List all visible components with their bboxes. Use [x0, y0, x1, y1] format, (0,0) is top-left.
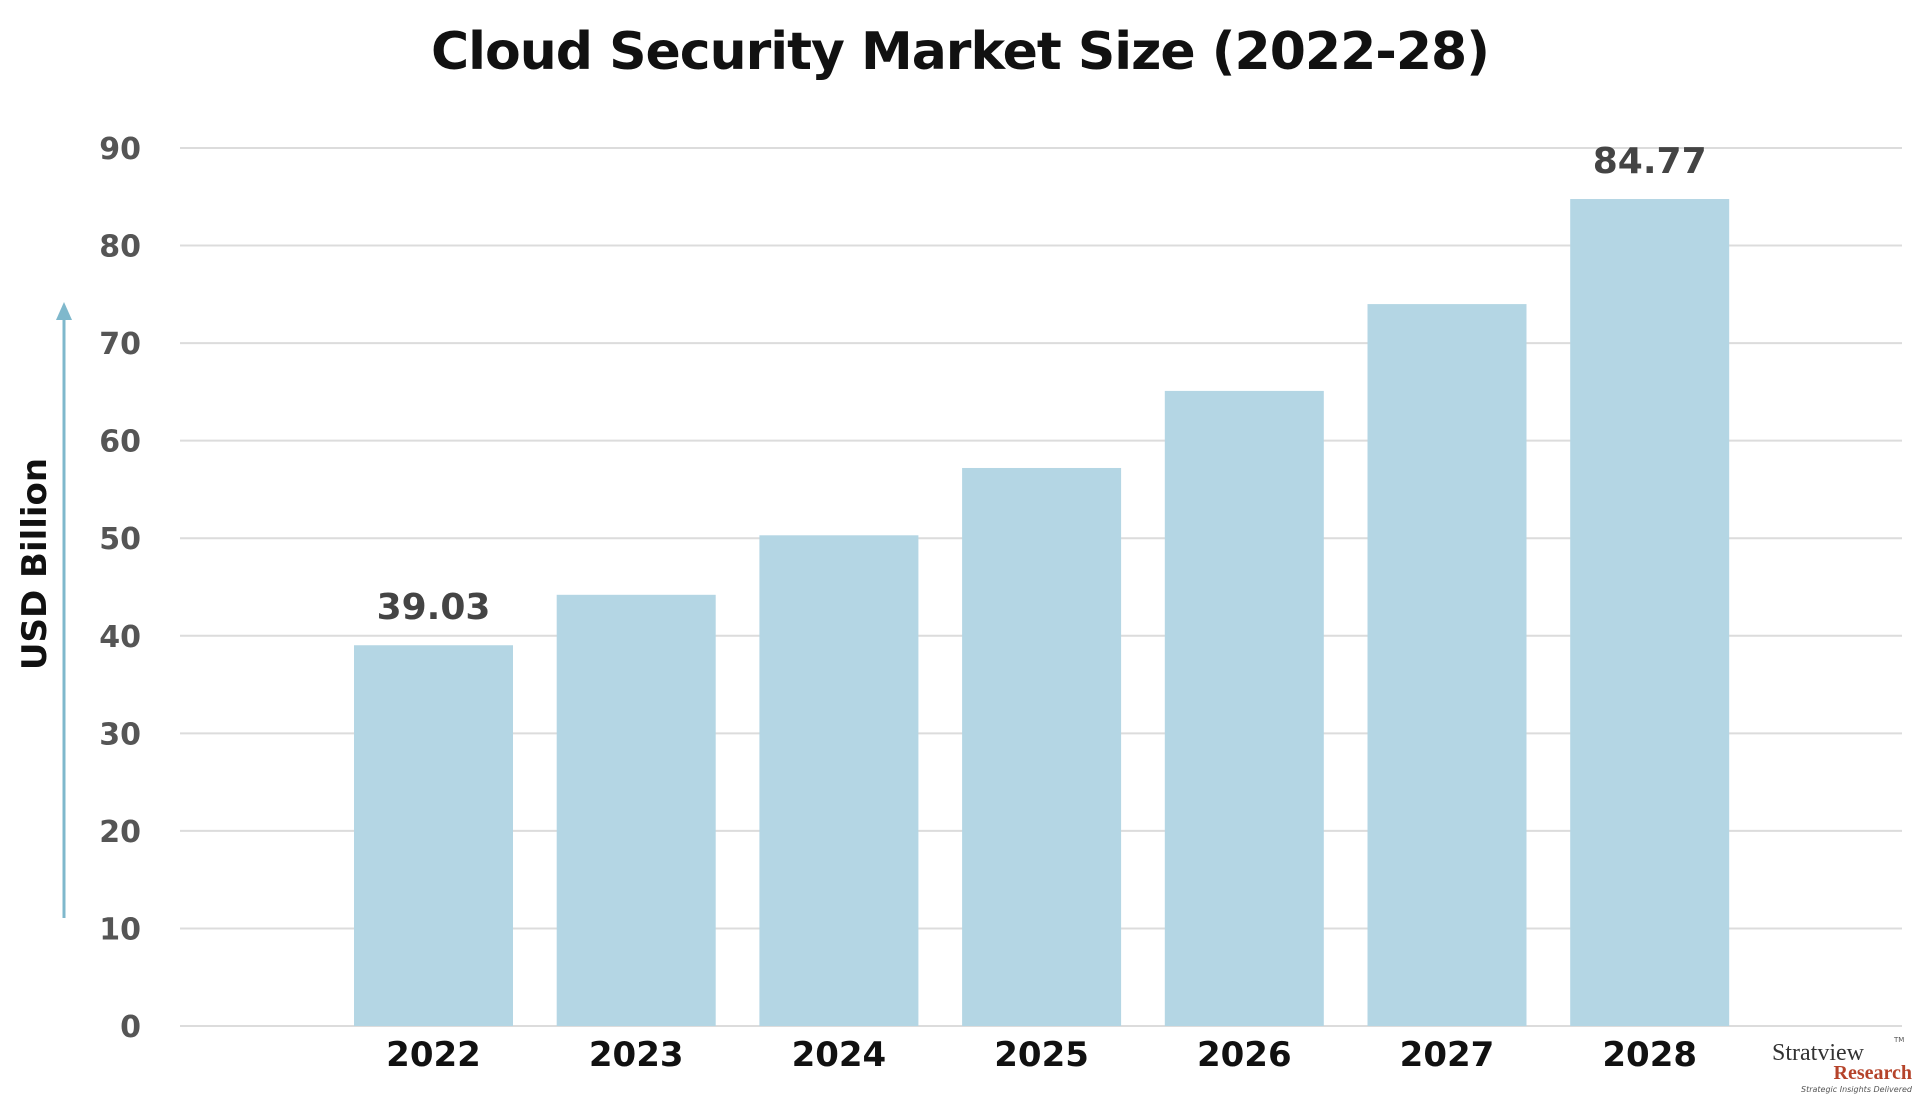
bar-2025: [962, 467, 1122, 1027]
y-tick-label: 10: [99, 912, 141, 947]
x-tick-label: 2027: [1400, 1035, 1495, 1075]
chart-title: Cloud Security Market Size (2022-28): [431, 22, 1490, 82]
x-tick-label: 2028: [1602, 1035, 1697, 1075]
bar-2022: [354, 645, 513, 1026]
x-tick-label: 2023: [589, 1035, 684, 1075]
y-tick-label: 20: [99, 815, 141, 850]
logo-sub: Research: [1833, 1062, 1913, 1084]
data-label: 39.03: [377, 587, 491, 628]
x-tick-label: 2025: [994, 1035, 1089, 1075]
y-tick-label: 80: [99, 230, 141, 265]
bar-2024: [759, 535, 919, 1026]
y-tick-label: 90: [99, 132, 141, 167]
bar-2026: [1164, 390, 1324, 1026]
x-tick-label: 2024: [792, 1035, 887, 1075]
y-axis-label: USD Billion: [15, 458, 55, 670]
y-tick-label: 70: [99, 327, 141, 362]
stratview-logo: Stratview TM Research Strategic Insights…: [1768, 1030, 1918, 1098]
y-tick-label: 0: [120, 1010, 141, 1045]
x-tick-label: 2026: [1197, 1035, 1292, 1075]
y-tick-label: 50: [99, 522, 141, 557]
y-tick-label: 40: [99, 620, 141, 655]
bar-2023: [556, 594, 716, 1026]
data-label: 84.77: [1593, 141, 1707, 182]
y-tick-label: 60: [99, 425, 141, 460]
logo-name: Stratview: [1772, 1040, 1864, 1066]
x-tick-label: 2022: [386, 1035, 481, 1075]
arrow-up-icon: [56, 302, 72, 320]
logo-tagline: Strategic Insights Delivered: [1801, 1085, 1912, 1094]
bar-2027: [1367, 304, 1527, 1027]
logo-tm: TM: [1894, 1036, 1905, 1044]
y-tick-label: 30: [99, 717, 141, 752]
bar-2028: [1570, 199, 1730, 1027]
